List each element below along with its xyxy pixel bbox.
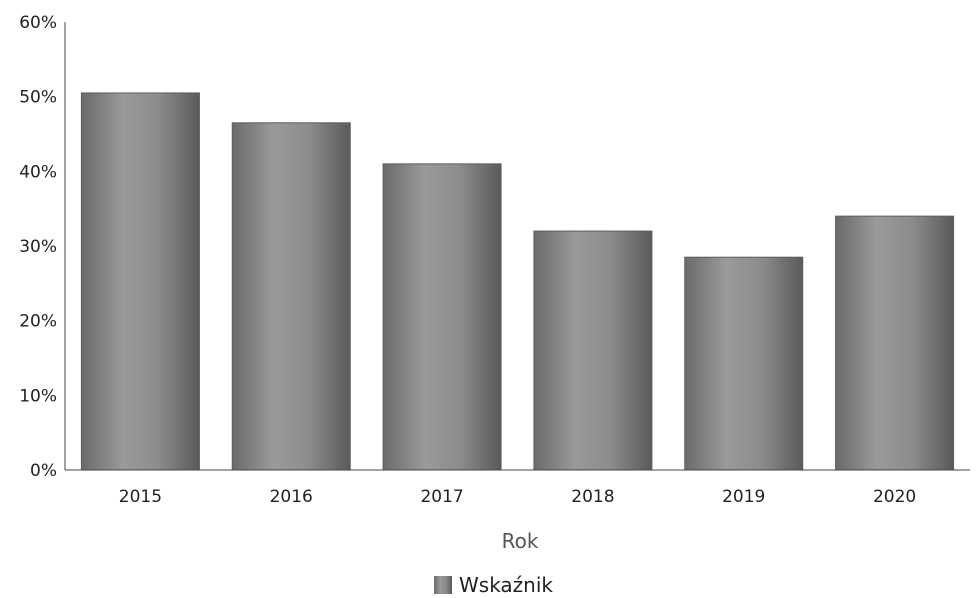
- x-tick-label: 2016: [270, 487, 313, 507]
- bar-2017: [382, 163, 502, 471]
- y-tick-label: 20%: [19, 312, 57, 332]
- y-tick-label: 0%: [30, 461, 57, 481]
- y-tick-label: 30%: [19, 237, 57, 257]
- x-tick-label: 2020: [873, 487, 916, 507]
- y-tick-label: 60%: [19, 13, 57, 33]
- x-tick-label: 2015: [119, 487, 162, 507]
- x-tick-label: 2017: [420, 487, 463, 507]
- x-axis-title: Rok: [502, 529, 539, 553]
- bar-2016: [231, 122, 351, 471]
- x-tick-label: 2019: [722, 487, 765, 507]
- bar-2019: [684, 256, 804, 471]
- bars-layer: [80, 92, 955, 471]
- y-tick-label: 40%: [19, 162, 57, 182]
- legend-swatch: [434, 576, 452, 594]
- bar-2020: [835, 215, 955, 471]
- legend: Wskaźnik: [434, 573, 553, 597]
- bar-2018: [533, 230, 653, 471]
- x-tick-label: 2018: [571, 487, 614, 507]
- y-tick-label: 50%: [19, 88, 57, 108]
- bar-2015: [80, 92, 200, 471]
- y-tick-label: 10%: [19, 386, 57, 406]
- x-tick-labels: 2015 2016 2017 2018 2019 2020: [119, 487, 916, 507]
- axes-layer: [64, 22, 970, 471]
- legend-label: Wskaźnik: [459, 573, 553, 597]
- y-tick-labels: 0% 10% 20% 30% 40% 50% 60%: [19, 13, 57, 481]
